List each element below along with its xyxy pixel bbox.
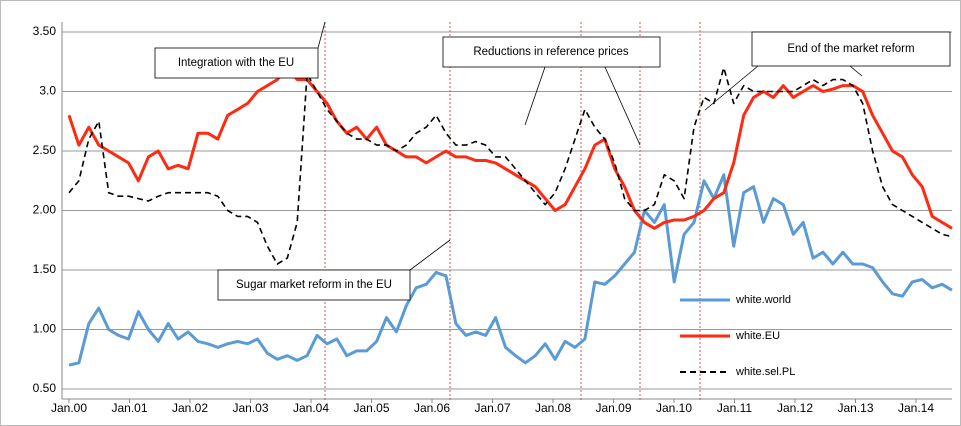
x-tick-label: Jan.06: [414, 401, 450, 415]
callout-line: [604, 66, 641, 146]
grid: 0.50 1.00 1.50 2.00 2.50 3.0 3.50 Jan.00 Jan.01 J…: [33, 22, 952, 415]
series-line: [67, 66, 953, 230]
series-lines: [67, 66, 953, 367]
legend-label: white.sel.PL: [735, 366, 795, 378]
x-tick-label: Jan.01: [111, 401, 147, 415]
callout-line: [704, 65, 759, 111]
x-tick-label: Jan.07: [474, 401, 510, 415]
annotation: End of the market reform: [787, 43, 914, 55]
annotation-box: [217, 269, 411, 301]
legend-label: white.world: [735, 294, 791, 306]
annotation-box: [154, 47, 319, 79]
x-tick-label: Jan.09: [595, 401, 631, 415]
y-tick-label: 2.50: [33, 143, 57, 157]
callout-line: [317, 21, 326, 49]
x-tick-label: Jan.14: [898, 401, 934, 415]
x-tick-label: Jan.10: [656, 401, 692, 415]
y-tick-label: 0.50: [33, 381, 57, 395]
legend: white.world white.EU white.sel.PL: [680, 294, 795, 378]
y-tick-label: 1.50: [33, 262, 57, 276]
x-tick-label: Jan.11: [717, 401, 752, 415]
x-tick-label: Jan.03: [232, 401, 268, 415]
series-line: [68, 66, 953, 265]
x-tick-label: Jan.02: [172, 401, 208, 415]
callout-line: [524, 66, 546, 126]
annotation-box: [442, 36, 661, 68]
callout-line: [849, 65, 863, 77]
series-line: [68, 173, 953, 367]
x-tick-label: Jan.04: [293, 401, 329, 415]
callout-line: [409, 239, 451, 271]
y-tick-label: 2.00: [33, 203, 57, 217]
y-tick-label: 3.0: [39, 84, 56, 98]
legend-label: white.EU: [735, 330, 780, 342]
y-tick-label: 3.50: [33, 24, 57, 38]
y-tick-label: 1.00: [33, 322, 57, 336]
annotation: Integration with the EU: [178, 57, 294, 69]
annotation: Sugar market reform in the EU: [236, 279, 392, 291]
x-tick-label: Jan.05: [353, 401, 389, 415]
annotation: Reductions in reference prices: [473, 46, 629, 58]
x-tick-label: Jan.08: [535, 401, 571, 415]
x-tick-label: Jan.00: [51, 401, 87, 415]
x-tick-label: Jan.13: [837, 401, 873, 415]
x-tick-label: Jan.12: [777, 401, 813, 415]
annotation-box: [751, 31, 951, 67]
annotations: [154, 21, 951, 301]
